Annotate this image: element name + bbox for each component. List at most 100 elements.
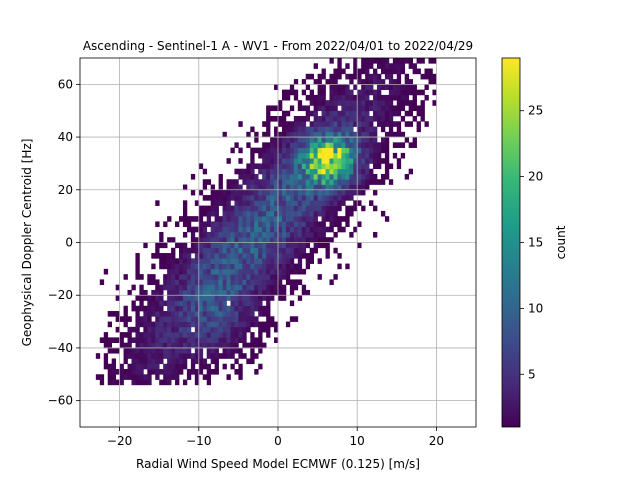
heatmap-cell: [258, 247, 263, 254]
heatmap-cell: [281, 221, 287, 228]
heatmap-cell: [317, 105, 322, 112]
heatmap-cell: [281, 189, 287, 196]
heatmap-cell: [258, 216, 263, 222]
heatmap-cell: [127, 326, 132, 333]
heatmap-cell: [194, 237, 200, 243]
heatmap-cell: [317, 205, 322, 212]
heatmap-cell: [182, 353, 188, 359]
heatmap-cell: [123, 305, 128, 312]
heatmap-cell: [230, 268, 235, 275]
heatmap-cell: [289, 231, 295, 238]
heatmap-cell: [432, 100, 437, 106]
heatmap-cell: [95, 374, 101, 380]
heatmap-cell: [123, 342, 128, 349]
heatmap-cell: [143, 316, 148, 322]
heatmap-cell: [194, 311, 200, 317]
heatmap-cell: [345, 89, 350, 96]
heatmap-cell: [262, 311, 267, 317]
heatmap-cell: [270, 289, 275, 296]
heatmap-cell: [373, 58, 378, 64]
heatmap-cell: [333, 179, 338, 185]
colorbar-tick-label: 15: [528, 236, 543, 250]
heatmap-cell: [242, 353, 247, 359]
heatmap-cell: [194, 379, 200, 386]
heatmap-cell: [198, 316, 204, 322]
heatmap-cell: [317, 142, 322, 148]
heatmap-cell: [341, 179, 346, 185]
heatmap-cell: [317, 274, 322, 280]
heatmap-cell: [186, 347, 192, 354]
heatmap-cell: [313, 173, 318, 180]
heatmap-cell: [266, 295, 271, 301]
heatmap-cell: [234, 142, 239, 148]
heatmap-cell: [171, 374, 176, 380]
heatmap-cell: [175, 369, 180, 375]
heatmap-cell: [297, 253, 303, 259]
heatmap-cell: [218, 305, 223, 312]
heatmap-cell: [349, 184, 354, 191]
heatmap-cell: [270, 237, 275, 243]
heatmap-cell: [349, 79, 354, 85]
heatmap-cell: [258, 210, 263, 217]
heatmap-cell: [155, 242, 160, 249]
heatmap-cell: [341, 137, 346, 143]
heatmap-cell: [234, 195, 239, 201]
heatmap-cell: [167, 289, 172, 296]
heatmap-cell: [198, 353, 204, 359]
heatmap-cell: [285, 200, 291, 206]
heatmap-cell: [345, 163, 350, 170]
heatmap-cell: [289, 105, 295, 112]
heatmap-cell: [222, 258, 227, 264]
heatmap-cell: [258, 242, 263, 249]
heatmap-cell: [345, 147, 350, 154]
heatmap-cell: [175, 374, 180, 380]
heatmap-cell: [242, 263, 247, 270]
heatmap-cell: [218, 332, 223, 338]
heatmap-cell: [238, 300, 243, 307]
heatmap-cell: [416, 126, 421, 133]
heatmap-cell: [341, 147, 346, 154]
heatmap-cell: [388, 179, 394, 185]
heatmap-cell: [392, 89, 398, 96]
heatmap-cell: [404, 110, 410, 117]
heatmap-cell: [143, 337, 148, 344]
heatmap-cell: [171, 247, 176, 254]
heatmap-cell: [309, 173, 314, 180]
heatmap-cell: [242, 253, 247, 259]
heatmap-cell: [278, 163, 283, 170]
heatmap-cell: [254, 242, 259, 249]
heatmap-cell: [194, 295, 200, 301]
heatmap-cell: [266, 274, 271, 280]
heatmap-cell: [428, 68, 433, 75]
heatmap-cell: [238, 226, 243, 233]
heatmap-cell: [369, 84, 374, 90]
heatmap-cell: [139, 332, 144, 338]
heatmap-cell: [238, 216, 243, 222]
heatmap-cell: [250, 274, 255, 280]
heatmap-cell: [353, 73, 358, 80]
heatmap-cell: [214, 289, 219, 296]
heatmap-cell: [182, 210, 188, 217]
heatmap-cell: [210, 284, 215, 291]
heatmap-cell: [254, 237, 259, 243]
heatmap-cell: [234, 342, 239, 349]
heatmap-cell: [380, 58, 386, 64]
heatmap-cell: [353, 179, 358, 185]
heatmap-cell: [202, 205, 208, 212]
heatmap-cell: [250, 316, 255, 322]
heatmap-cell: [337, 184, 342, 191]
heatmap-cell: [254, 189, 259, 196]
heatmap-cell: [321, 89, 326, 96]
heatmap-cell: [333, 126, 338, 133]
heatmap-cell: [289, 284, 295, 291]
heatmap-cell: [242, 316, 247, 322]
heatmap-cell: [190, 342, 196, 349]
heatmap-cell: [258, 226, 263, 233]
heatmap-cell: [179, 268, 184, 275]
heatmap-cell: [396, 142, 402, 148]
heatmap-cell: [214, 189, 219, 196]
heatmap-cell: [313, 231, 318, 238]
heatmap-cell: [167, 358, 172, 365]
heatmap-cell: [198, 300, 204, 307]
heatmap-cell: [206, 195, 212, 201]
